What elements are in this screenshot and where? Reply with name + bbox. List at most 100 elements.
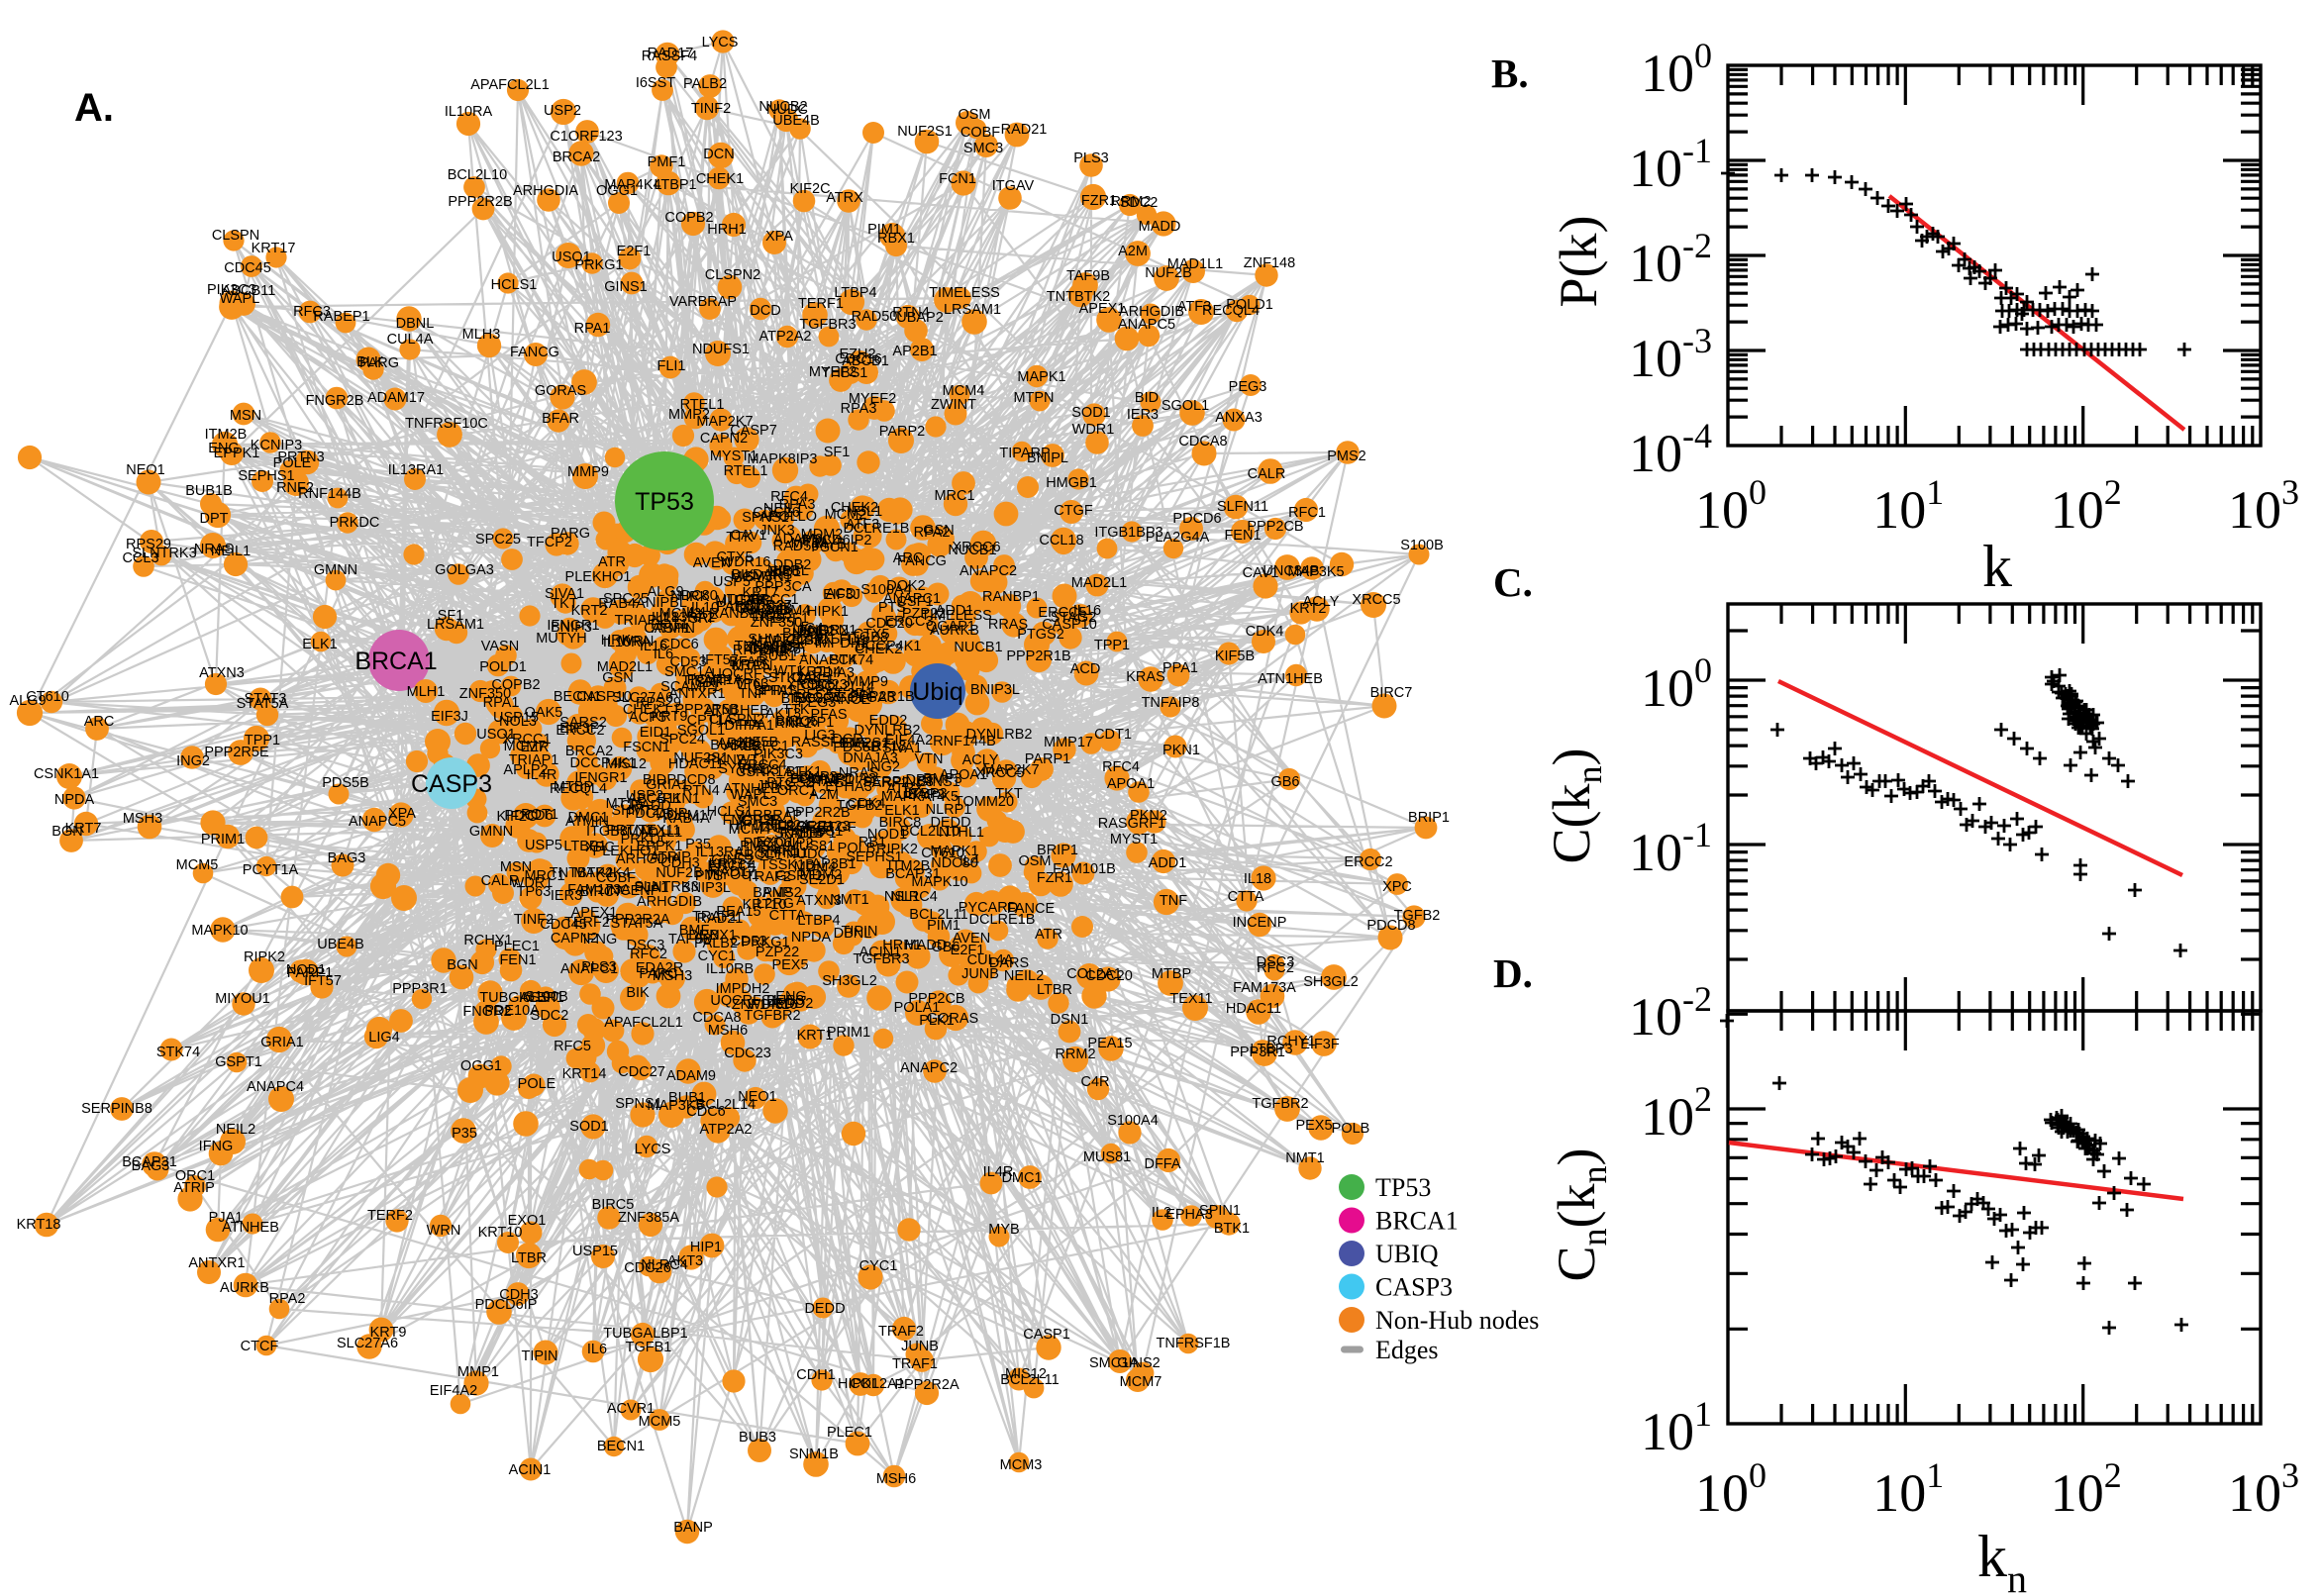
- svg-text:GINS1: GINS1: [604, 279, 648, 295]
- svg-text:PRIM1: PRIM1: [827, 1025, 870, 1041]
- svg-text:CDK4: CDK4: [1246, 624, 1284, 640]
- svg-text:MCM5: MCM5: [176, 857, 219, 873]
- svg-text:MAP3K5: MAP3K5: [1287, 564, 1344, 580]
- svg-text:CSNK1A1: CSNK1A1: [34, 766, 99, 782]
- svg-text:SHMT2: SHMT2: [611, 803, 659, 819]
- svg-text:COL2A1: COL2A1: [850, 1376, 905, 1392]
- svg-text:MYEF2: MYEF2: [849, 391, 896, 407]
- svg-text:LTBP1: LTBP1: [563, 839, 606, 854]
- svg-text:SMC3: SMC3: [963, 141, 1003, 156]
- svg-text:GORAS: GORAS: [535, 383, 586, 399]
- svg-text:EIF3J: EIF3J: [431, 709, 468, 725]
- svg-text:ANAPC2: ANAPC2: [960, 563, 1017, 579]
- svg-text:STK74: STK74: [156, 1045, 200, 1060]
- svg-text:LTBR: LTBR: [1037, 982, 1072, 998]
- svg-text:FNGR2B: FNGR2B: [306, 393, 364, 409]
- svg-text:IL2: IL2: [1152, 1205, 1171, 1221]
- svg-text:RIPK2: RIPK2: [244, 949, 285, 965]
- svg-text:RRAS: RRAS: [988, 617, 1028, 633]
- svg-text:Non-Hub nodes: Non-Hub nodes: [1375, 1306, 1539, 1335]
- svg-text:FEN1: FEN1: [499, 952, 536, 968]
- svg-text:IL13RA1: IL13RA1: [388, 462, 444, 478]
- svg-text:CYC1: CYC1: [859, 1258, 898, 1274]
- svg-text:C4R: C4R: [1080, 1074, 1109, 1090]
- svg-text:NRAS: NRAS: [194, 542, 234, 557]
- svg-text:INCENP: INCENP: [1233, 915, 1287, 931]
- svg-text:KRT7: KRT7: [65, 821, 102, 837]
- svg-text:UBE4B: UBE4B: [772, 113, 820, 129]
- svg-text:RAD21: RAD21: [1001, 122, 1048, 138]
- svg-text:SNM1B: SNM1B: [789, 1446, 839, 1462]
- svg-text:MYST1: MYST1: [1110, 832, 1158, 848]
- svg-text:USP2: USP2: [544, 103, 581, 119]
- svg-text:SPC25: SPC25: [603, 591, 649, 607]
- svg-text:APAFCL2L1: APAFCL2L1: [604, 1015, 683, 1031]
- svg-text:ANAPC4: ANAPC4: [247, 1079, 304, 1095]
- svg-text:RPA3: RPA3: [841, 401, 877, 417]
- svg-text:RFC5: RFC5: [554, 1039, 591, 1054]
- svg-text:TRAF1: TRAF1: [892, 1356, 938, 1372]
- svg-text:TNFRSF1B: TNFRSF1B: [1157, 1336, 1231, 1351]
- svg-text:A2M: A2M: [1118, 244, 1148, 259]
- svg-text:PPP2R5B: PPP2R5B: [674, 702, 739, 718]
- svg-text:STAT5A: STAT5A: [611, 916, 663, 932]
- svg-text:AURKB: AURKB: [220, 1280, 269, 1296]
- svg-text:BRCA2: BRCA2: [553, 150, 600, 165]
- svg-text:EDA2R: EDA2R: [636, 960, 683, 976]
- svg-text:DCN: DCN: [703, 147, 734, 162]
- svg-text:BFAR: BFAR: [542, 411, 579, 427]
- svg-text:PMF1: PMF1: [648, 154, 686, 170]
- svg-text:BUB1B: BUB1B: [710, 738, 758, 753]
- svg-text:PPP3R1: PPP3R1: [392, 981, 448, 997]
- svg-text:KIF2C: KIF2C: [789, 181, 830, 197]
- svg-text:KRAS: KRAS: [731, 657, 770, 673]
- svg-text:TIMELESS: TIMELESS: [929, 285, 1000, 301]
- svg-text:TPP1: TPP1: [1094, 638, 1130, 653]
- svg-text:TGFBR3: TGFBR3: [799, 317, 856, 333]
- svg-text:NUF2B: NUF2B: [1145, 265, 1192, 281]
- svg-text:AP2B1: AP2B1: [892, 344, 937, 359]
- svg-text:LYCS: LYCS: [702, 35, 739, 50]
- svg-text:USP15: USP15: [572, 1244, 618, 1259]
- svg-text:DOK2: DOK2: [886, 578, 926, 594]
- svg-text:ARHGDIB: ARHGDIB: [637, 894, 702, 910]
- svg-text:RPA2: RPA2: [914, 525, 951, 541]
- svg-text:IFNGR1: IFNGR1: [574, 770, 627, 786]
- svg-text:APOA1: APOA1: [940, 767, 987, 783]
- svg-text:BIRC5: BIRC5: [592, 1197, 635, 1213]
- svg-text:BNIP3L: BNIP3L: [970, 682, 1020, 698]
- svg-text:RTN4: RTN4: [892, 305, 930, 321]
- svg-text:TPP1: TPP1: [245, 733, 280, 748]
- svg-text:USP5: USP5: [525, 838, 562, 853]
- svg-text:IL10RB: IL10RB: [706, 961, 754, 977]
- svg-text:MMP9: MMP9: [567, 464, 609, 480]
- svg-text:CDH1: CDH1: [796, 1367, 835, 1383]
- svg-text:MCM3: MCM3: [1000, 1457, 1043, 1473]
- svg-text:RFC2: RFC2: [1257, 960, 1294, 976]
- svg-text:TUBGALBP1: TUBGALBP1: [603, 1326, 687, 1342]
- svg-text:CHEK2: CHEK2: [831, 500, 878, 516]
- svg-text:MCM4: MCM4: [943, 383, 985, 399]
- svg-text:TNTBTK2: TNTBTK2: [1047, 289, 1110, 305]
- svg-text:ATP2A2: ATP2A2: [700, 1122, 753, 1138]
- svg-text:CT610: CT610: [26, 689, 69, 705]
- svg-text:BGN: BGN: [447, 957, 477, 973]
- svg-text:MMP2: MMP2: [668, 407, 710, 423]
- svg-text:EPPK1: EPPK1: [637, 839, 683, 854]
- svg-text:ZNF350: ZNF350: [459, 686, 511, 702]
- svg-text:KRAS: KRAS: [1126, 669, 1165, 685]
- svg-text:KRT1: KRT1: [797, 1028, 834, 1044]
- svg-text:CDT1: CDT1: [1094, 727, 1132, 743]
- svg-text:TNFAIP8: TNFAIP8: [735, 639, 793, 654]
- svg-text:CTCF: CTCF: [241, 1339, 279, 1354]
- svg-text:GB6: GB6: [1270, 774, 1299, 790]
- svg-text:GMNN: GMNN: [469, 824, 513, 840]
- svg-text:PMS2: PMS2: [1327, 449, 1366, 464]
- svg-text:ZNF148: ZNF148: [1244, 255, 1295, 271]
- svg-text:LYCS: LYCS: [635, 1142, 671, 1157]
- svg-text:FANCE: FANCE: [1007, 901, 1056, 917]
- svg-text:OSM: OSM: [958, 107, 990, 123]
- svg-text:NMT1: NMT1: [1285, 1150, 1324, 1166]
- svg-text:CASP10: CASP10: [1042, 617, 1097, 633]
- svg-text:CLSPN2: CLSPN2: [705, 267, 760, 283]
